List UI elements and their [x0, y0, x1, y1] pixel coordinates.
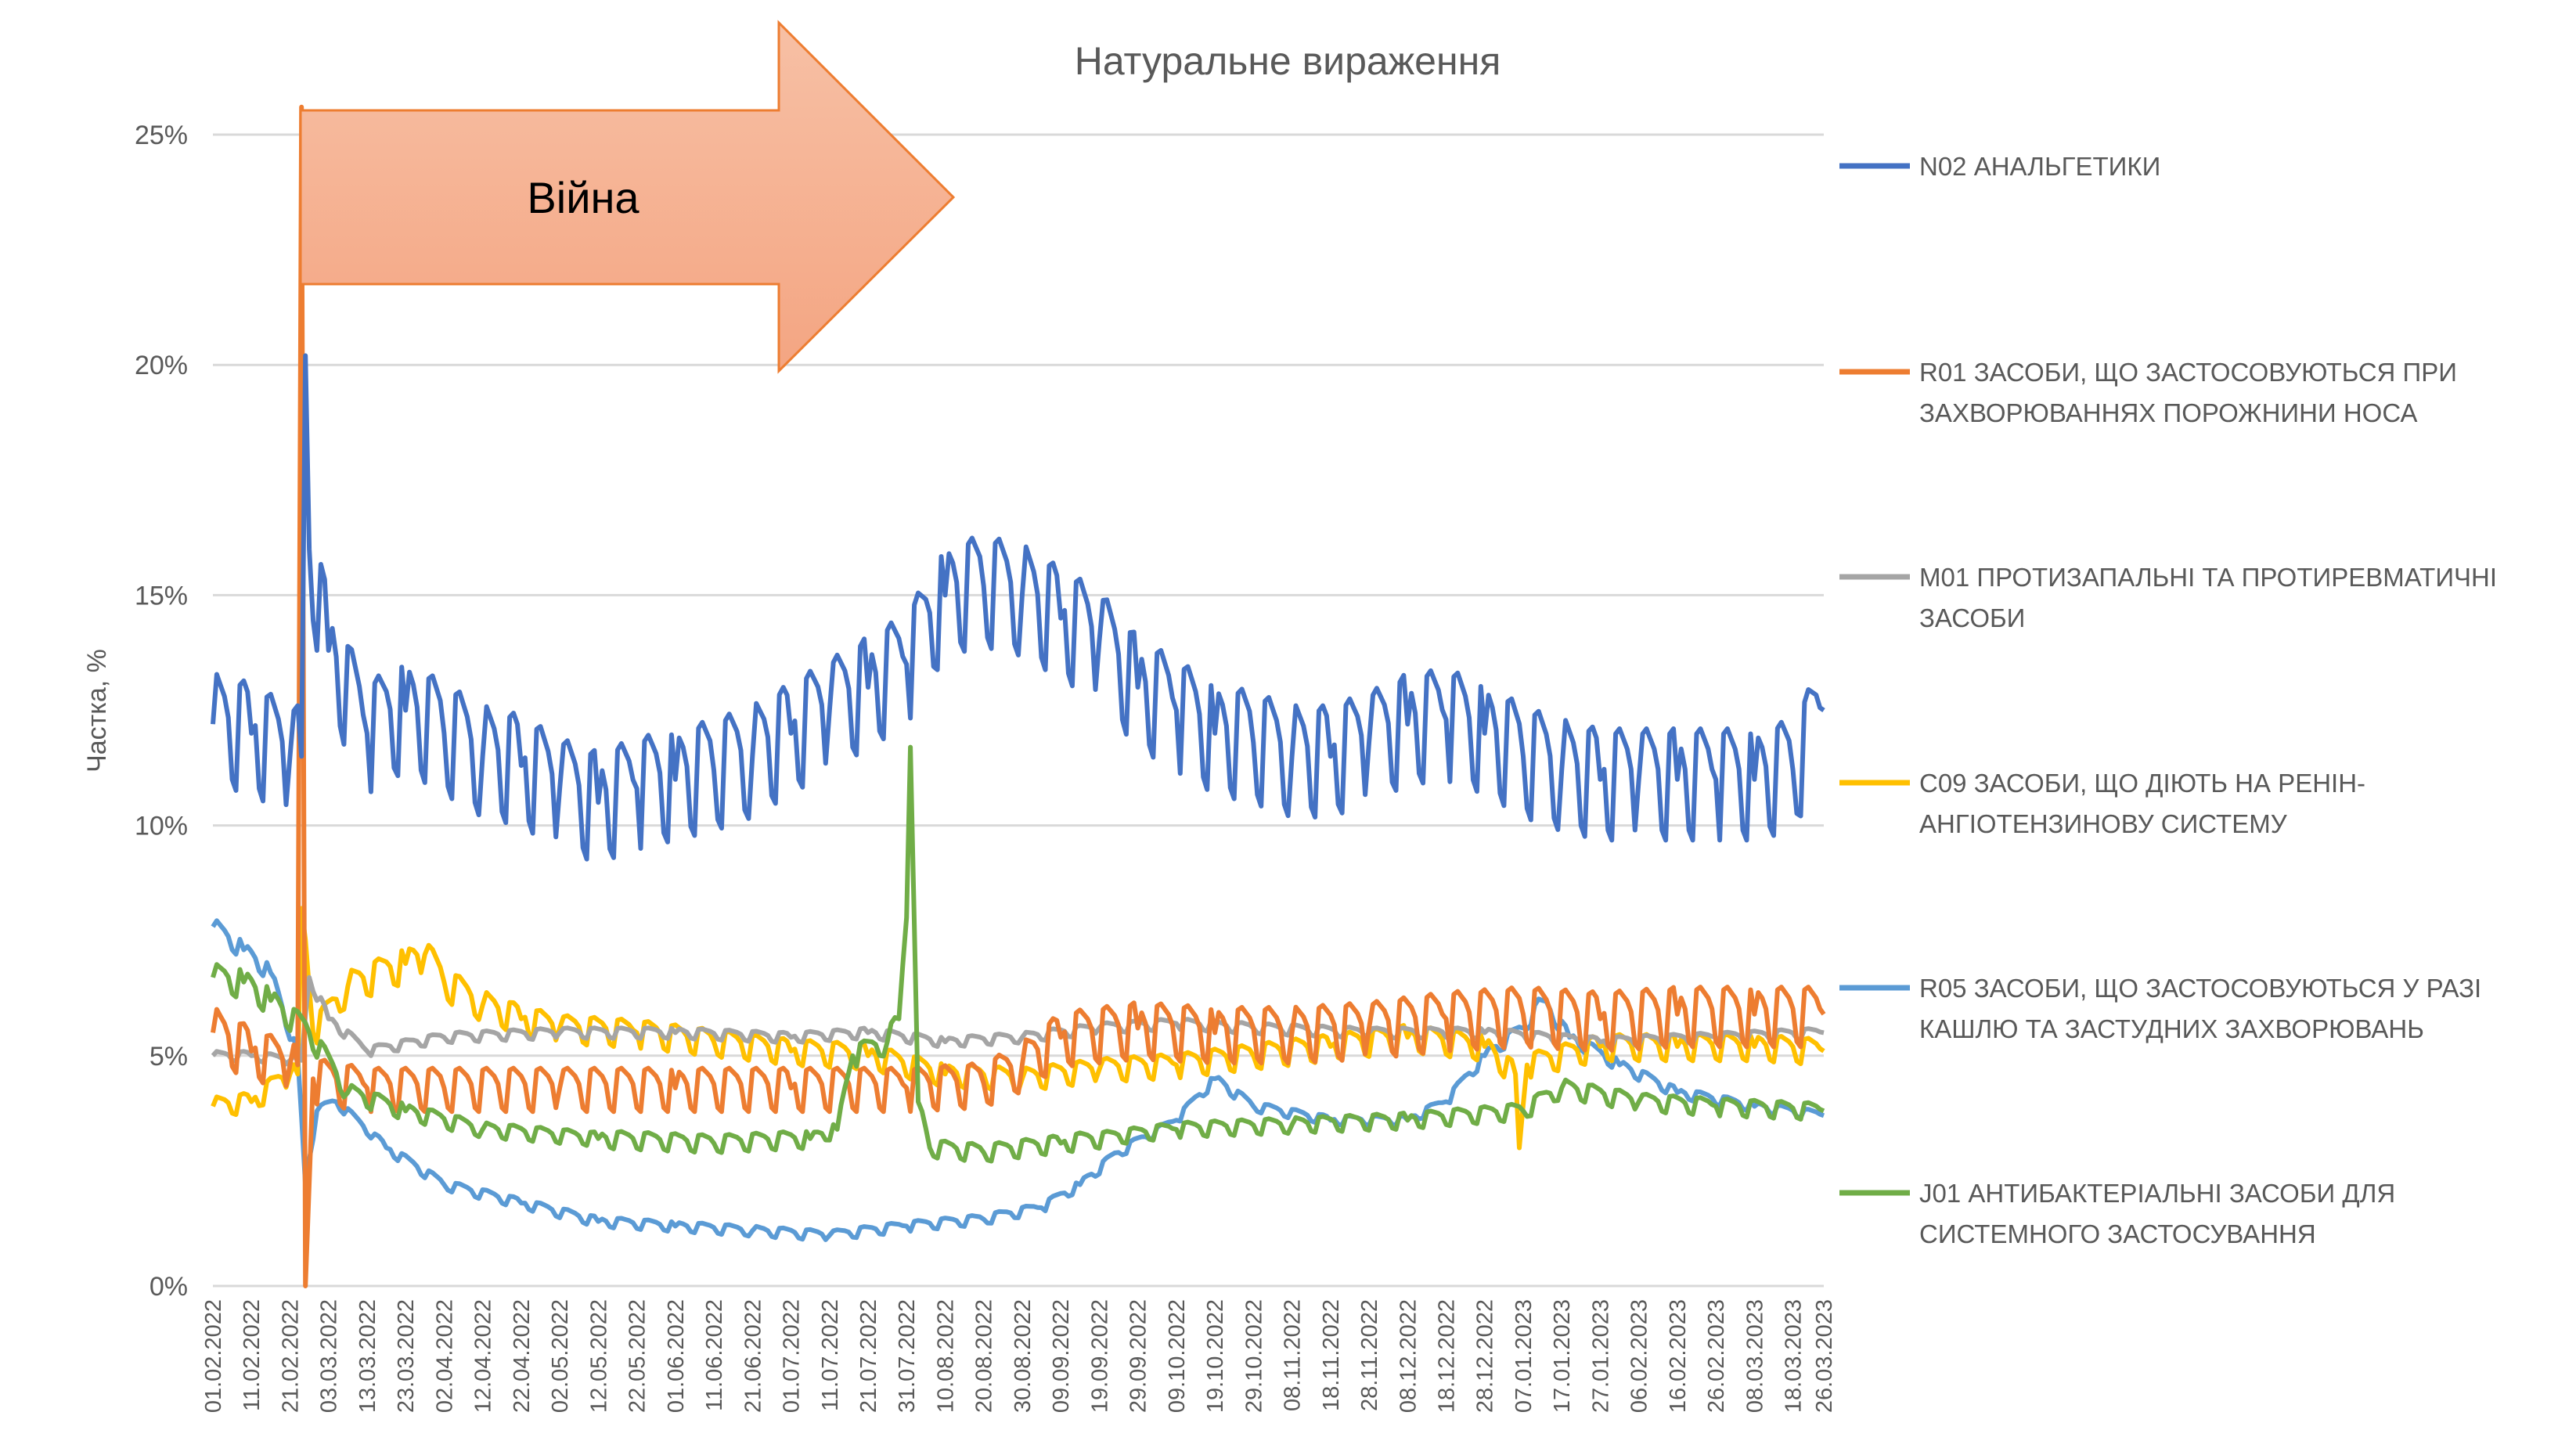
series-line-r01 — [211, 104, 1826, 1288]
x-tick-label: 28.11.2022 — [1357, 1299, 1382, 1411]
x-tick-label: 19.09.2022 — [1087, 1299, 1112, 1413]
legend: N02 АНАЛЬГЕТИКИ R01 ЗАСОБИ, ЩО ЗАСТОСОВУЮ… — [1839, 152, 2497, 1248]
y-tick-label: 20% — [135, 351, 188, 380]
y-tick-label: 0% — [150, 1272, 188, 1302]
x-tick-label: 22.04.2022 — [510, 1299, 535, 1413]
y-tick-label: 25% — [135, 121, 188, 150]
legend-label: КАШЛЮ ТА ЗАСТУДНИХ ЗАХВОРЮВАНЬ — [1919, 1014, 2424, 1043]
x-tick-label: 11.06.2022 — [702, 1299, 727, 1411]
x-tick-label: 28.12.2022 — [1473, 1299, 1498, 1413]
legend-label: N02 АНАЛЬГЕТИКИ — [1919, 152, 2160, 181]
x-tick-label: 02.05.2022 — [548, 1299, 573, 1413]
x-tick-label: 02.04.2022 — [432, 1299, 457, 1413]
x-tick-label: 10.08.2022 — [933, 1299, 958, 1413]
x-tick-label: 12.04.2022 — [471, 1299, 496, 1413]
x-tick-label: 18.03.2023 — [1782, 1299, 1807, 1413]
x-tick-label: 08.03.2023 — [1742, 1299, 1767, 1413]
legend-item-r05[interactable]: R05 ЗАСОБИ, ЩО ЗАСТОСОВУЮТЬСЯ У РАЗІ КАШЛ… — [1839, 974, 2481, 1043]
series-line-r05 — [211, 918, 1825, 1242]
x-tick-label: 07.01.2023 — [1511, 1299, 1537, 1413]
x-tick-label: 18.12.2022 — [1435, 1299, 1460, 1413]
legend-item-n02[interactable]: N02 АНАЛЬГЕТИКИ — [1839, 152, 2160, 181]
series-line-n02 — [211, 353, 1825, 862]
x-tick-label: 26.02.2023 — [1704, 1299, 1729, 1413]
legend-label: C09 ЗАСОБИ, ЩО ДІЮТЬ НА РЕНІН- — [1919, 769, 2365, 798]
y-tick-label: 10% — [135, 812, 188, 841]
x-tick-label: 29.10.2022 — [1241, 1299, 1266, 1413]
x-tick-label: 11.07.2022 — [818, 1299, 843, 1411]
x-tick-label: 13.03.2022 — [355, 1299, 380, 1413]
legend-label: ЗАХВОРЮВАННЯХ ПОРОЖНИНИ НОСА — [1919, 398, 2417, 427]
y-axis-title: Частка, % — [82, 649, 112, 773]
legend-label: АНГІОТЕНЗИНОВУ СИСТЕМУ — [1919, 809, 2288, 838]
x-tick-label: 21.07.2022 — [856, 1299, 881, 1413]
y-tick-label: 15% — [135, 581, 188, 611]
x-tick-label: 29.09.2022 — [1126, 1299, 1151, 1413]
x-tick-label: 23.03.2022 — [394, 1299, 419, 1413]
y-tick-labels: 0% 5% 10% 15% 20% 25% — [135, 121, 188, 1302]
war-arrow-annotation: Війна — [299, 20, 956, 374]
x-tick-label: 16.02.2023 — [1666, 1299, 1691, 1413]
x-tick-label: 06.02.2023 — [1627, 1299, 1652, 1413]
series-lines — [211, 104, 1826, 1288]
legend-label: СИСТЕМНОГО ЗАСТОСУВАННЯ — [1919, 1219, 2316, 1248]
legend-item-j01[interactable]: J01 АНТИБАКТЕРІАЛЬНІ ЗАСОБИ ДЛЯ СИСТЕМНОГ… — [1839, 1179, 2395, 1248]
chart-title: Натуральне вираження — [1075, 39, 1501, 83]
x-tick-label: 19.10.2022 — [1203, 1299, 1228, 1413]
x-tick-label: 11.02.2022 — [240, 1299, 265, 1411]
x-tick-label: 08.11.2022 — [1281, 1299, 1306, 1411]
legend-item-c09[interactable]: C09 ЗАСОБИ, ЩО ДІЮТЬ НА РЕНІН- АНГІОТЕНЗИ… — [1839, 769, 2365, 838]
x-tick-label: 21.02.2022 — [278, 1299, 303, 1413]
legend-label: M01 ПРОТИЗАПАЛЬНІ ТА ПРОТИРЕВМАТИЧНІ — [1919, 563, 2497, 592]
x-tick-label: 20.08.2022 — [972, 1299, 997, 1413]
arrow-label: Війна — [527, 173, 639, 222]
y-tick-label: 5% — [150, 1042, 188, 1072]
x-tick-label: 26.03.2023 — [1812, 1299, 1837, 1413]
x-tick-label: 31.07.2022 — [895, 1299, 920, 1413]
legend-label: R01 ЗАСОБИ, ЩО ЗАСТОСОВУЮТЬСЯ ПРИ — [1919, 358, 2457, 387]
legend-label: R05 ЗАСОБИ, ЩО ЗАСТОСОВУЮТЬСЯ У РАЗІ — [1919, 974, 2481, 1003]
legend-label: ЗАСОБИ — [1919, 603, 2025, 632]
x-tick-label: 03.03.2022 — [317, 1299, 342, 1413]
x-tick-label: 22.05.2022 — [625, 1299, 650, 1413]
x-tick-label: 21.06.2022 — [740, 1299, 766, 1413]
x-tick-label: 18.11.2022 — [1319, 1299, 1344, 1411]
legend-label: J01 АНТИБАКТЕРІАЛЬНІ ЗАСОБИ ДЛЯ — [1919, 1179, 2395, 1208]
x-tick-label: 12.05.2022 — [586, 1299, 611, 1413]
legend-item-m01[interactable]: M01 ПРОТИЗАПАЛЬНІ ТА ПРОТИРЕВМАТИЧНІ ЗАСО… — [1839, 563, 2497, 632]
x-tick-label: 09.09.2022 — [1049, 1299, 1074, 1413]
x-tick-label: 01.07.2022 — [780, 1299, 805, 1413]
x-tick-label: 01.06.2022 — [664, 1299, 689, 1413]
x-tick-label: 08.12.2022 — [1396, 1299, 1421, 1413]
legend-item-r01[interactable]: R01 ЗАСОБИ, ЩО ЗАСТОСОВУЮТЬСЯ ПРИ ЗАХВОРЮ… — [1839, 358, 2457, 427]
arrow-shape — [299, 20, 956, 374]
x-tick-label: 09.10.2022 — [1165, 1299, 1190, 1413]
x-tick-labels: 01.02.2022 11.02.2022 21.02.2022 03.03.2022… — [201, 1299, 1837, 1413]
x-tick-label: 01.02.2022 — [201, 1299, 226, 1413]
x-tick-label: 27.01.2023 — [1588, 1299, 1613, 1413]
series-line-j01 — [211, 744, 1825, 1164]
x-tick-label: 17.01.2023 — [1550, 1299, 1575, 1413]
x-tick-label: 30.08.2022 — [1011, 1299, 1036, 1413]
series-line-c09 — [211, 906, 1825, 1151]
